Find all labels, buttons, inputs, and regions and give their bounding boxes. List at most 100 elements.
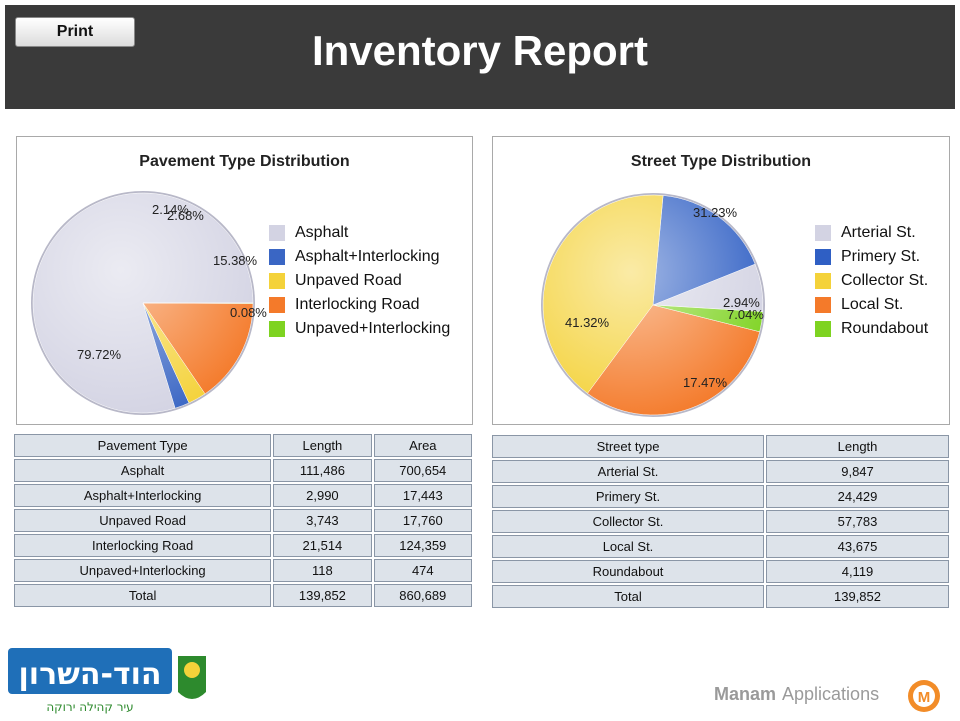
pie-data-label: 79.72% xyxy=(77,347,122,362)
pavement-chart-panel: Pavement Type Distribution 79.72% 2.14% 2.… xyxy=(16,136,473,425)
legend-item: Asphalt xyxy=(269,221,450,245)
city-logo-tagline: עיר קהילה ירוקה xyxy=(46,700,133,714)
street-pie-chart: 7.04% 17.47% 41.32% 31.23% 2.94% xyxy=(541,193,765,417)
table-cell: Interlocking Road xyxy=(14,534,272,557)
table-row: Asphalt+Interlocking 2,990 17,443 xyxy=(14,484,472,507)
svg-text:M: M xyxy=(918,689,931,706)
table-cell: 17,443 xyxy=(373,484,472,507)
table-cell: 17,760 xyxy=(373,509,472,532)
table-cell: Unpaved Road xyxy=(14,509,272,532)
legend-item: Unpaved+Interlocking xyxy=(269,317,450,341)
table-row: Interlocking Road 21,514 124,359 xyxy=(14,534,472,557)
table-row: Primery St. 24,429 xyxy=(492,485,949,508)
pie-data-label: 7.04% xyxy=(727,307,764,322)
table-cell: 118 xyxy=(273,559,372,582)
legend-item: Collector St. xyxy=(815,269,928,293)
legend-label: Collector St. xyxy=(841,272,929,289)
column-header: Area xyxy=(373,434,472,457)
legend-swatch xyxy=(269,273,285,289)
vendor-name: Manam xyxy=(714,684,777,704)
table-cell: Primery St. xyxy=(492,485,765,508)
table-cell: 700,654 xyxy=(373,459,472,482)
pie-data-label: 2.68% xyxy=(167,208,204,223)
page-title: Inventory Report xyxy=(311,27,649,74)
legend-item: Roundabout xyxy=(815,317,928,341)
table-row: Unpaved Road 3,743 17,760 xyxy=(14,509,472,532)
legend-swatch xyxy=(815,297,831,313)
street-legend: Arterial St. Primery St. Collector St. Loca… xyxy=(815,221,928,341)
legend-swatch xyxy=(269,297,285,313)
table-cell: 21,514 xyxy=(273,534,372,557)
pie-data-label: 31.23% xyxy=(693,205,738,220)
pie-data-label: 15.38% xyxy=(213,253,258,268)
legend-item: Arterial St. xyxy=(815,221,928,245)
pie-data-label: 0.08% xyxy=(230,305,267,320)
legend-swatch xyxy=(815,225,831,241)
city-emblem-sun xyxy=(184,662,200,678)
legend-item: Primery St. xyxy=(815,245,928,269)
table-cell: Asphalt+Interlocking xyxy=(14,484,272,507)
column-header: Street type xyxy=(492,435,765,458)
street-chart-title: Street Type Distribution xyxy=(630,153,812,170)
print-button[interactable]: Print xyxy=(15,17,135,47)
column-header: Length xyxy=(273,434,372,457)
legend-swatch xyxy=(269,249,285,265)
table-header-row: Street type Length xyxy=(492,435,949,458)
legend-swatch xyxy=(815,249,831,265)
legend-label: Asphalt xyxy=(295,224,349,241)
table-cell: 43,675 xyxy=(766,535,949,558)
report-header: Print Inventory Report xyxy=(5,5,955,109)
city-logo-text: הוד-השרון xyxy=(18,657,161,692)
table-cell: Asphalt xyxy=(14,459,272,482)
street-chart-panel: Street Type Distribution 7.04% 17.47% 41.3… xyxy=(492,136,950,425)
legend-swatch xyxy=(269,321,285,337)
vendor-logo: Manam Applications M xyxy=(714,678,950,714)
table-row: Arterial St. 9,847 xyxy=(492,460,949,483)
table-row: Total 139,852 xyxy=(492,585,949,608)
vendor-m-icon: M xyxy=(908,680,940,712)
table-header-row: Pavement Type Length Area xyxy=(14,434,472,457)
legend-swatch xyxy=(815,273,831,289)
pie-data-label: 2.14% xyxy=(152,202,189,217)
pavement-legend: Asphalt Asphalt+Interlocking Unpaved Road I… xyxy=(269,221,450,341)
legend-label: Local St. xyxy=(841,296,904,313)
table-row: Total 139,852 860,689 xyxy=(14,584,472,607)
vendor-suffix: Applications xyxy=(782,684,880,704)
city-logo-graphic: הוד-השרון עיר קהילה ירוקה xyxy=(8,648,206,714)
table-cell: 9,847 xyxy=(766,460,949,483)
legend-item: Asphalt+Interlocking xyxy=(269,245,450,269)
table-row: Roundabout 4,119 xyxy=(492,560,949,583)
table-cell: 124,359 xyxy=(373,534,472,557)
legend-label: Primery St. xyxy=(841,248,921,265)
legend-label: Unpaved+Interlocking xyxy=(295,320,451,337)
table-row: Local St. 43,675 xyxy=(492,535,949,558)
table-cell: 3,743 xyxy=(273,509,372,532)
legend-label: Unpaved Road xyxy=(295,272,402,289)
legend-label: Asphalt+Interlocking xyxy=(295,248,440,265)
pavement-table: Pavement Type Length Area Asphalt 111,486 700… xyxy=(12,432,474,609)
table-cell: Total xyxy=(14,584,272,607)
table-row: Asphalt 111,486 700,654 xyxy=(14,459,472,482)
city-logo-banner xyxy=(8,648,172,694)
pavement-pie-chart: 79.72% 2.14%2.68% 15.38% 0.08% xyxy=(31,191,267,415)
table-cell: Collector St. xyxy=(492,510,765,533)
table-cell: Roundabout xyxy=(492,560,765,583)
table-cell: Total xyxy=(492,585,765,608)
pie-data-label: 41.32% xyxy=(565,315,610,330)
table-cell: Arterial St. xyxy=(492,460,765,483)
pie-gloss xyxy=(33,193,253,413)
column-header: Pavement Type xyxy=(14,434,272,457)
table-cell: 139,852 xyxy=(273,584,372,607)
pavement-chart-title: Pavement Type Distribution xyxy=(139,153,350,170)
table-cell: 57,783 xyxy=(766,510,949,533)
pie-data-label: 2.94% xyxy=(723,295,760,310)
table-cell: 474 xyxy=(373,559,472,582)
street-table: Street type Length Arterial St. 9,847 Primer… xyxy=(490,433,951,610)
legend-label: Roundabout xyxy=(841,320,929,337)
table-cell: 2,990 xyxy=(273,484,372,507)
table-cell: 24,429 xyxy=(766,485,949,508)
pie-gloss xyxy=(543,195,763,415)
legend-label: Arterial St. xyxy=(841,224,916,241)
table-cell: 111,486 xyxy=(273,459,372,482)
table-cell: Unpaved+Interlocking xyxy=(14,559,272,582)
